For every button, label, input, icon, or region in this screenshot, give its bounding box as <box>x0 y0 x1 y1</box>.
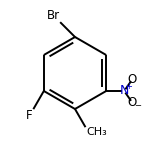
Text: Br: Br <box>47 9 60 22</box>
Text: O: O <box>128 96 137 109</box>
Text: −: − <box>134 101 141 110</box>
Text: O: O <box>128 73 137 86</box>
Text: F: F <box>26 109 33 122</box>
Text: N: N <box>120 84 129 97</box>
Text: CH₃: CH₃ <box>86 127 107 137</box>
Text: +: + <box>125 82 132 91</box>
